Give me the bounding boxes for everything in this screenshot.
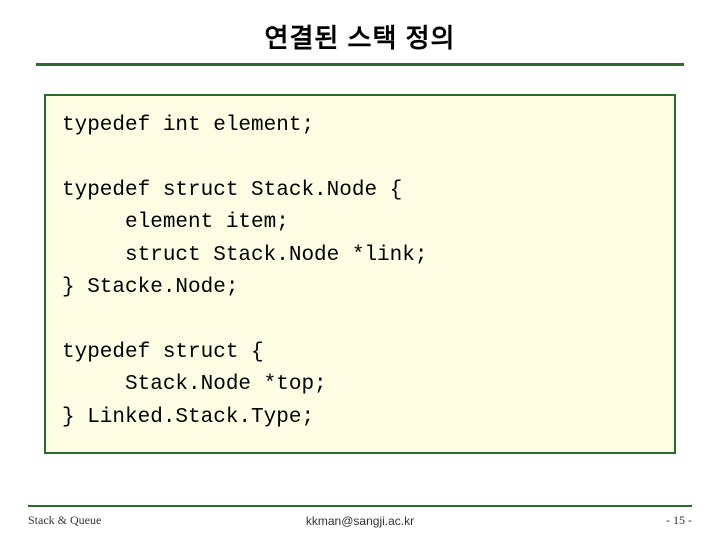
footer-divider <box>28 505 692 507</box>
code-line: typedef struct { <box>62 337 658 370</box>
slide: 연결된 스택 정의 typedef int element; typedef s… <box>0 0 720 540</box>
code-line: Stack.Node *top; <box>62 369 658 402</box>
title-underline <box>36 63 684 66</box>
footer-center: kkman@sangji.ac.kr <box>306 514 414 528</box>
slide-title: 연결된 스택 정의 <box>36 18 684 63</box>
footer-row: Stack & Queue kkman@sangji.ac.kr - 15 - <box>28 513 692 528</box>
code-line: typedef struct Stack.Node { <box>62 175 658 208</box>
code-line: } Stacke.Node; <box>62 272 658 305</box>
code-blank <box>62 143 658 175</box>
code-line: } Linked.Stack.Type; <box>62 402 658 435</box>
code-line: struct Stack.Node *link; <box>62 240 658 273</box>
footer-left: Stack & Queue <box>28 513 101 528</box>
code-box: typedef int element; typedef struct Stac… <box>44 94 676 454</box>
code-blank <box>62 305 658 337</box>
code-line: element item; <box>62 207 658 240</box>
code-line: typedef int element; <box>62 110 658 143</box>
footer: Stack & Queue kkman@sangji.ac.kr - 15 - <box>0 505 720 528</box>
footer-page-number: - 15 - <box>666 513 692 528</box>
